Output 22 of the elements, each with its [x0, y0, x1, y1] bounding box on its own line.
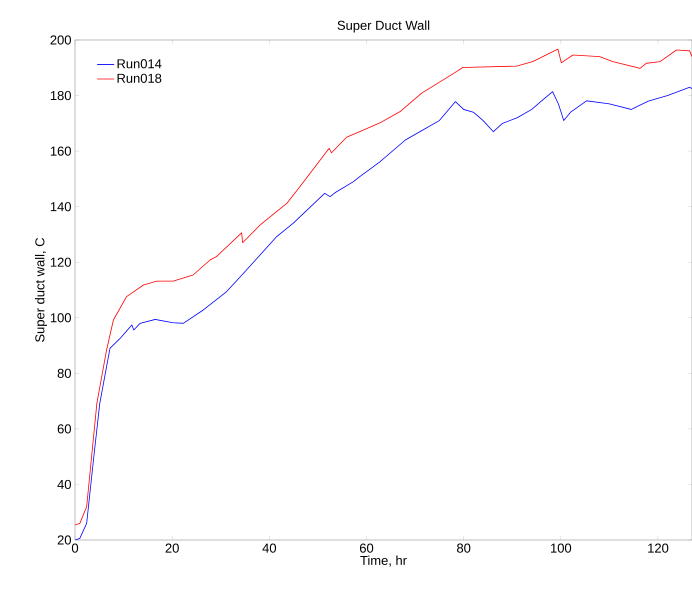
y-tick-label: 200 — [50, 35, 71, 45]
y-tick-label: 180 — [50, 90, 71, 100]
x-tick-label: 40 — [262, 544, 276, 553]
y-axis-title: Super duct wall, C — [34, 238, 48, 342]
x-tick-label: 120 — [648, 544, 668, 553]
x-tick-label: 60 — [360, 544, 374, 553]
y-tick-label: 60 — [58, 424, 71, 434]
x-tick-label: 20 — [166, 544, 179, 553]
x-axis-title: Time, hr — [360, 556, 407, 567]
x-tick-label: 0 — [72, 544, 78, 553]
legend-label: Run018 — [118, 74, 162, 83]
y-tick-label: 80 — [58, 368, 71, 378]
y-tick-label: 20 — [58, 535, 71, 545]
y-tick-label: 120 — [50, 258, 71, 267]
chart-title: Super Duct Wall — [338, 20, 430, 32]
x-tick-label: 100 — [551, 544, 572, 553]
y-tick-label: 40 — [57, 480, 71, 490]
y-tick-label: 140 — [50, 202, 71, 212]
x-tick-label: 80 — [457, 544, 470, 553]
y-tick-label: 100 — [50, 313, 71, 322]
legend-label: Run014 — [118, 59, 162, 68]
y-tick-label: 160 — [50, 146, 71, 156]
